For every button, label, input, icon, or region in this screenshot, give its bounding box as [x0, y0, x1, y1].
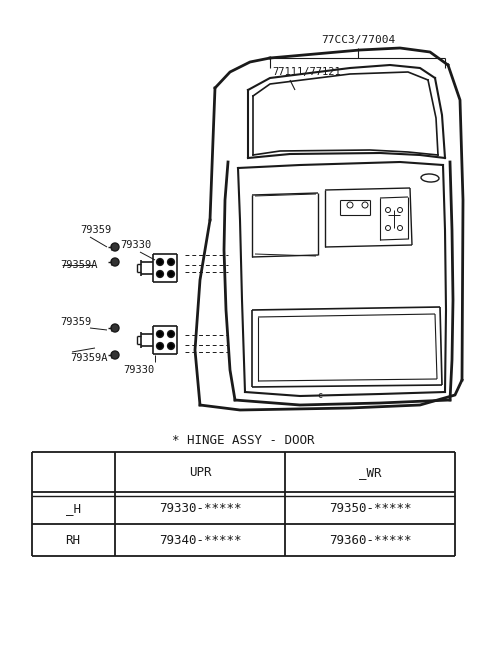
Circle shape — [156, 258, 164, 265]
Text: 79359A: 79359A — [70, 353, 108, 363]
Text: RH: RH — [65, 535, 81, 547]
Circle shape — [156, 342, 164, 350]
Circle shape — [168, 342, 175, 350]
Text: 79350-*****: 79350-***** — [329, 503, 411, 516]
Text: 79359: 79359 — [80, 225, 111, 235]
Text: _H: _H — [65, 503, 81, 516]
Text: c: c — [317, 390, 323, 399]
Circle shape — [168, 271, 175, 277]
Circle shape — [168, 330, 175, 338]
Circle shape — [111, 243, 119, 251]
Circle shape — [111, 351, 119, 359]
Text: 77CC3/77004: 77CC3/77004 — [321, 35, 395, 45]
Text: 79330: 79330 — [120, 240, 151, 250]
Circle shape — [156, 271, 164, 277]
Text: _WR: _WR — [359, 466, 381, 480]
Text: * HINGE ASSY - DOOR: * HINGE ASSY - DOOR — [172, 434, 314, 447]
Text: UPR: UPR — [189, 466, 211, 480]
Circle shape — [156, 330, 164, 338]
Text: 77111/77121: 77111/77121 — [272, 67, 341, 77]
Text: 79330-*****: 79330-***** — [159, 503, 241, 516]
Circle shape — [111, 324, 119, 332]
Text: 79330: 79330 — [123, 365, 154, 375]
Circle shape — [111, 258, 119, 266]
Text: 79359A: 79359A — [60, 260, 97, 270]
Circle shape — [168, 258, 175, 265]
Text: 79340-*****: 79340-***** — [159, 535, 241, 547]
Text: 79359: 79359 — [60, 317, 91, 327]
Text: 79360-*****: 79360-***** — [329, 535, 411, 547]
